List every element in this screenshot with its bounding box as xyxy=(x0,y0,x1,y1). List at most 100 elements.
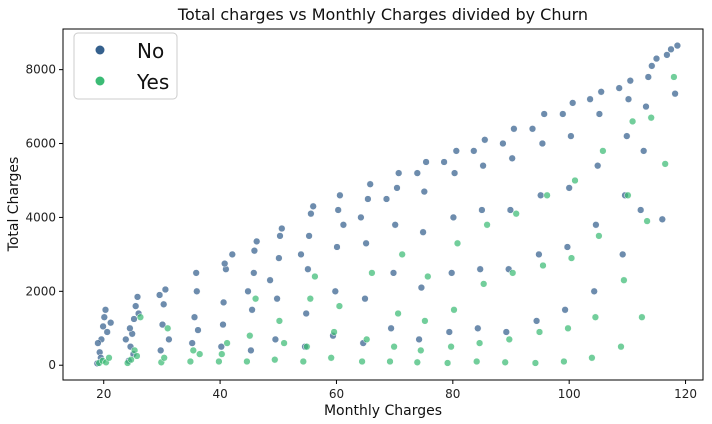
point-yes-74 xyxy=(670,73,678,81)
point-yes-42 xyxy=(443,359,452,367)
point-yes-52 xyxy=(509,269,517,277)
point-no-77 xyxy=(420,187,428,196)
point-no-121 xyxy=(615,84,623,92)
point-no-26 xyxy=(188,339,196,347)
point-no-92 xyxy=(502,328,510,336)
x-axis: 20 40 60 80 100 120 xyxy=(96,380,697,401)
point-no-100 xyxy=(537,191,545,199)
point-no-5 xyxy=(101,306,110,314)
point-no-22 xyxy=(160,300,168,308)
point-no-106 xyxy=(565,184,573,192)
point-no-82 xyxy=(449,213,458,222)
point-no-58 xyxy=(333,243,341,251)
point-yes-13 xyxy=(189,346,197,355)
point-no-97 xyxy=(499,139,507,148)
point-no-63 xyxy=(361,295,369,303)
point-no-41 xyxy=(253,237,261,246)
point-yes-58 xyxy=(560,357,568,366)
point-no-119 xyxy=(624,95,633,103)
point-yes-63 xyxy=(591,313,600,321)
point-no-29 xyxy=(192,269,200,277)
point-no-116 xyxy=(619,250,627,259)
point-no-42 xyxy=(244,287,252,295)
point-no-87 xyxy=(476,265,484,273)
point-yes-5 xyxy=(127,356,135,364)
point-yes-24 xyxy=(299,357,307,366)
x-tick-label-80: 80 xyxy=(445,387,460,401)
point-no-61 xyxy=(339,221,348,229)
x-tick-label-20: 20 xyxy=(96,387,111,401)
point-no-35 xyxy=(228,250,236,259)
points-layer xyxy=(93,41,682,368)
point-no-40 xyxy=(250,247,259,255)
point-no-101 xyxy=(538,139,547,148)
point-no-85 xyxy=(440,158,448,166)
point-yes-49 xyxy=(483,221,491,229)
legend-marker-yes xyxy=(95,76,105,86)
point-no-34 xyxy=(221,259,229,268)
point-no-18 xyxy=(122,335,130,344)
point-no-110 xyxy=(590,287,598,295)
point-no-20 xyxy=(157,346,165,355)
point-yes-55 xyxy=(535,328,544,336)
point-no-68 xyxy=(387,324,395,332)
point-yes-73 xyxy=(661,160,669,168)
point-no-55 xyxy=(297,250,305,259)
point-no-96 xyxy=(510,125,518,133)
y-tick-label-4000: 4000 xyxy=(25,210,56,224)
point-yes-56 xyxy=(539,261,547,270)
point-yes-12 xyxy=(186,357,195,366)
point-no-118 xyxy=(623,132,631,140)
point-no-50 xyxy=(302,309,310,318)
point-no-28 xyxy=(193,287,201,295)
point-no-23 xyxy=(155,291,164,299)
point-no-84 xyxy=(452,147,460,155)
point-no-25 xyxy=(161,285,170,294)
y-axis-title: Total Charges xyxy=(6,157,22,253)
point-no-45 xyxy=(275,254,283,262)
point-yes-20 xyxy=(251,295,260,303)
y-tick-label-8000: 8000 xyxy=(25,63,56,77)
point-no-32 xyxy=(219,298,228,307)
point-yes-10 xyxy=(160,354,168,362)
point-yes-57 xyxy=(543,191,551,199)
point-no-52 xyxy=(305,232,313,240)
legend-label-yes: Yes xyxy=(136,70,169,94)
point-no-38 xyxy=(248,306,256,314)
point-no-3 xyxy=(99,322,107,331)
point-no-91 xyxy=(470,147,478,155)
point-yes-36 xyxy=(394,309,402,318)
point-no-80 xyxy=(445,328,453,336)
point-no-94 xyxy=(506,206,515,214)
point-yes-71 xyxy=(643,217,651,225)
point-no-83 xyxy=(450,169,459,177)
x-tick-label-120: 120 xyxy=(674,387,697,401)
point-yes-39 xyxy=(417,346,425,355)
point-yes-22 xyxy=(275,317,284,325)
point-yes-50 xyxy=(501,358,509,366)
point-yes-67 xyxy=(620,276,628,284)
point-no-59 xyxy=(334,206,342,214)
point-no-128 xyxy=(658,215,666,223)
point-yes-38 xyxy=(413,358,421,366)
point-yes-46 xyxy=(473,357,481,366)
point-yes-17 xyxy=(223,339,231,347)
point-yes-27 xyxy=(311,272,319,281)
legend: No Yes xyxy=(73,32,178,100)
point-yes-64 xyxy=(595,232,603,240)
point-no-124 xyxy=(642,102,650,111)
point-no-47 xyxy=(278,224,286,233)
point-yes-68 xyxy=(624,191,632,199)
point-yes-48 xyxy=(480,280,488,288)
y-tick-label-2000: 2000 xyxy=(25,284,56,298)
point-no-112 xyxy=(594,162,602,170)
point-yes-59 xyxy=(564,324,572,332)
point-no-90 xyxy=(481,136,489,144)
point-yes-30 xyxy=(335,302,344,310)
point-yes-70 xyxy=(638,313,646,321)
point-yes-53 xyxy=(512,210,520,218)
point-no-105 xyxy=(563,243,572,251)
point-no-15 xyxy=(133,293,142,301)
point-no-108 xyxy=(569,99,577,107)
